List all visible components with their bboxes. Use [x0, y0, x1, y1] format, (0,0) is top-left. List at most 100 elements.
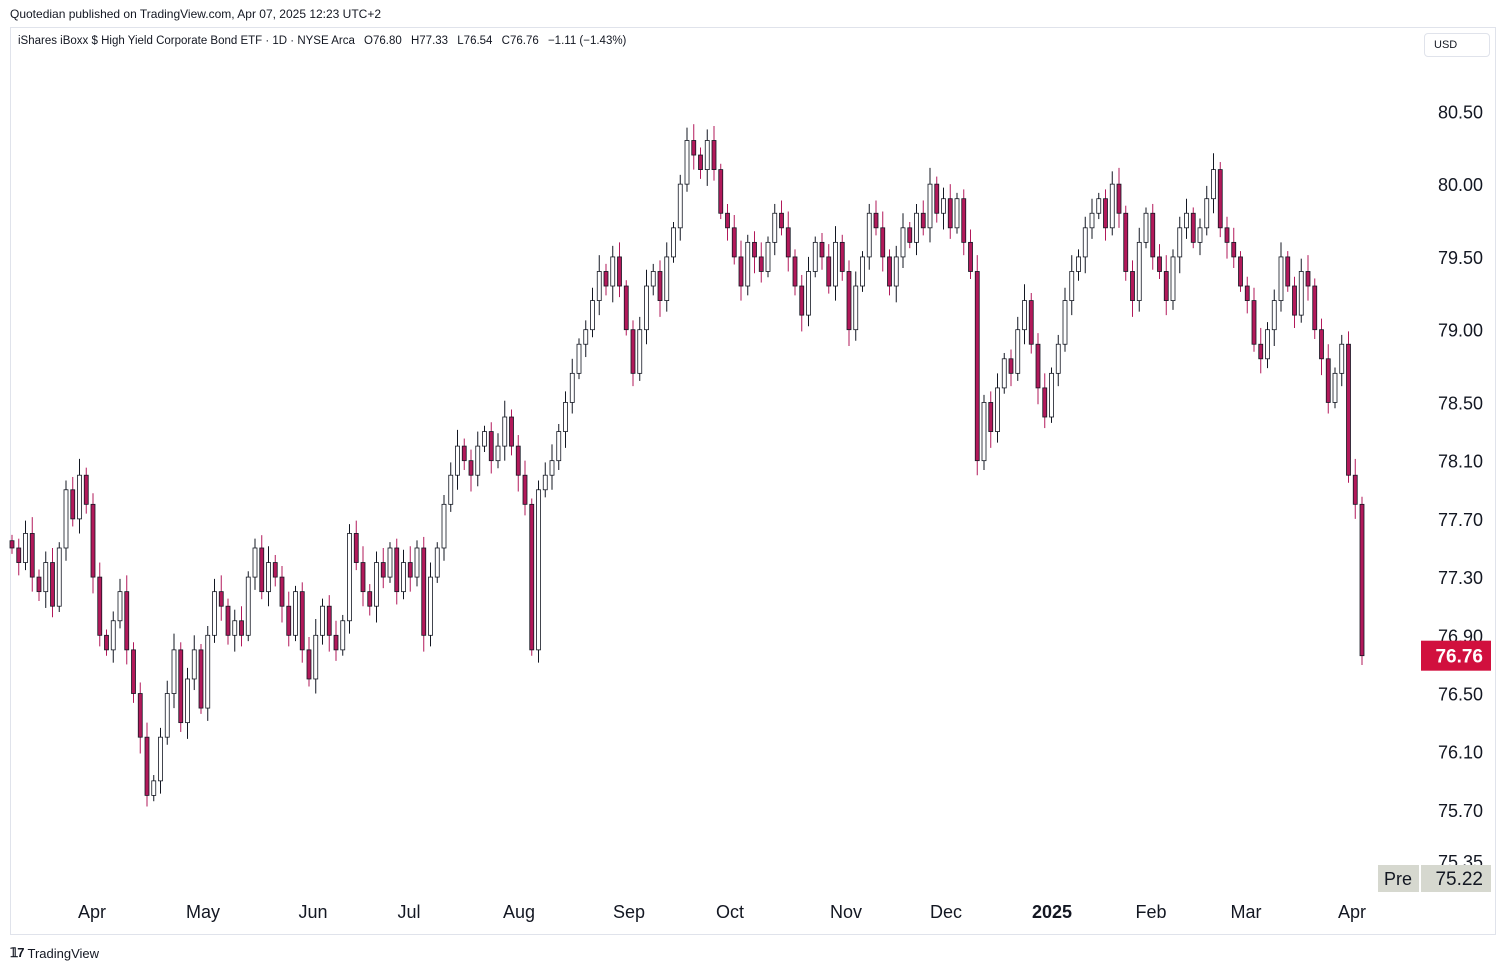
candle-body — [590, 300, 595, 331]
candle-body — [853, 285, 859, 331]
candle-body — [421, 547, 427, 636]
candle-body — [677, 183, 683, 229]
candle-body — [266, 562, 271, 593]
symbol-name: iShares iBoxx $ High Yield Corporate Bon… — [18, 35, 355, 47]
tradingview-logo-icon: 𝟙7 — [10, 945, 24, 960]
candle-body — [610, 256, 616, 287]
candle-body — [23, 533, 28, 563]
x-tick-label: Oct — [716, 902, 744, 922]
candle-body — [185, 678, 190, 724]
candle-body — [9, 540, 15, 549]
candle-body — [340, 620, 346, 651]
candle-body — [657, 271, 663, 301]
candles-layer — [9, 124, 1365, 807]
candle-body — [1143, 212, 1149, 243]
last-price-badge — [1421, 640, 1491, 671]
candle-body — [137, 693, 143, 738]
candle-body — [117, 591, 123, 622]
y-tick-label: 79.50 — [1438, 248, 1483, 268]
candle-body — [988, 402, 994, 432]
tradingview-logo[interactable]: 𝟙7 TradingView — [10, 945, 99, 961]
candle-body — [320, 605, 325, 636]
candle-body — [907, 227, 913, 243]
candle-body — [1116, 183, 1122, 214]
candle-body — [245, 576, 251, 636]
candle-body — [259, 547, 265, 593]
candle-body — [1136, 241, 1142, 301]
candle-body — [806, 271, 811, 316]
candle-body — [77, 474, 82, 520]
candle-body — [900, 227, 906, 258]
candle-body — [880, 227, 886, 258]
time-axis: Apr May Jun Jul Aug Sep Oct Nov Dec 2025 Feb Mar Apr — [78, 902, 1366, 922]
candle-body — [164, 693, 170, 738]
candle-body — [1008, 358, 1014, 374]
candle-body — [522, 474, 528, 505]
candle-body — [1251, 300, 1257, 345]
candle-body — [833, 241, 838, 287]
candle-body — [488, 431, 494, 462]
candle-body — [428, 576, 433, 636]
candle-body — [637, 329, 643, 374]
candle-body — [475, 445, 481, 476]
candle-body — [1001, 358, 1007, 389]
candle-body — [644, 285, 649, 331]
candle-body — [1238, 256, 1243, 287]
legend-close: C76.76 — [501, 35, 539, 47]
candle-body — [799, 285, 805, 316]
candle-body — [1217, 169, 1223, 229]
candle-body — [779, 212, 784, 229]
x-tick-label: Jul — [397, 902, 420, 922]
legend-change: −1.11 (−1.43%) — [547, 35, 627, 47]
candle-body — [1312, 285, 1318, 331]
candle-body — [1204, 198, 1210, 229]
candle-body — [272, 562, 278, 578]
candle-body — [954, 198, 960, 229]
candle-body — [16, 547, 22, 563]
candle-body — [1096, 198, 1102, 214]
premarket-tag: Pre — [1384, 869, 1412, 889]
candle-body — [718, 169, 724, 214]
x-tick-label: May — [186, 902, 220, 922]
candle-body — [1265, 329, 1270, 360]
candle-body — [1049, 372, 1054, 418]
candle-body — [1076, 256, 1081, 272]
candle-body — [617, 256, 622, 287]
candle-body — [50, 562, 55, 607]
price-markers: 76.76 Pre 75.22 — [1378, 640, 1491, 892]
y-tick-label: 79.00 — [1438, 321, 1483, 341]
y-tick-label: 80.00 — [1438, 175, 1483, 195]
candle-body — [198, 649, 204, 709]
candle-body — [995, 387, 1000, 432]
y-tick-label: 77.30 — [1438, 568, 1483, 588]
candle-body — [1258, 343, 1264, 360]
candle-body — [927, 183, 933, 229]
candle-body — [725, 212, 730, 229]
candle-body — [758, 256, 764, 272]
y-tick-label: 76.50 — [1438, 685, 1483, 705]
candle-body — [1211, 169, 1216, 200]
candle-body — [434, 547, 440, 578]
candle-body — [738, 256, 744, 287]
candle-body — [104, 634, 109, 651]
candle-body — [704, 140, 710, 170]
candle-body — [1028, 300, 1034, 345]
candle-body — [1339, 343, 1345, 374]
candle-body — [623, 285, 629, 331]
candle-body — [1177, 227, 1183, 258]
candle-body — [684, 140, 690, 185]
candle-body — [1109, 183, 1115, 229]
candle-body — [239, 620, 244, 636]
candle-body — [218, 591, 224, 607]
candle-body — [367, 591, 373, 607]
candle-body — [549, 460, 555, 476]
candle-body — [1231, 241, 1237, 258]
candle-body — [947, 198, 953, 229]
candle-body — [1082, 227, 1088, 258]
tradingview-logo-text: TradingView — [27, 945, 100, 961]
candle-body — [1285, 256, 1291, 287]
candle-body — [1184, 212, 1189, 229]
candle-body — [731, 227, 737, 258]
currency-button[interactable]: USD — [1424, 33, 1490, 57]
